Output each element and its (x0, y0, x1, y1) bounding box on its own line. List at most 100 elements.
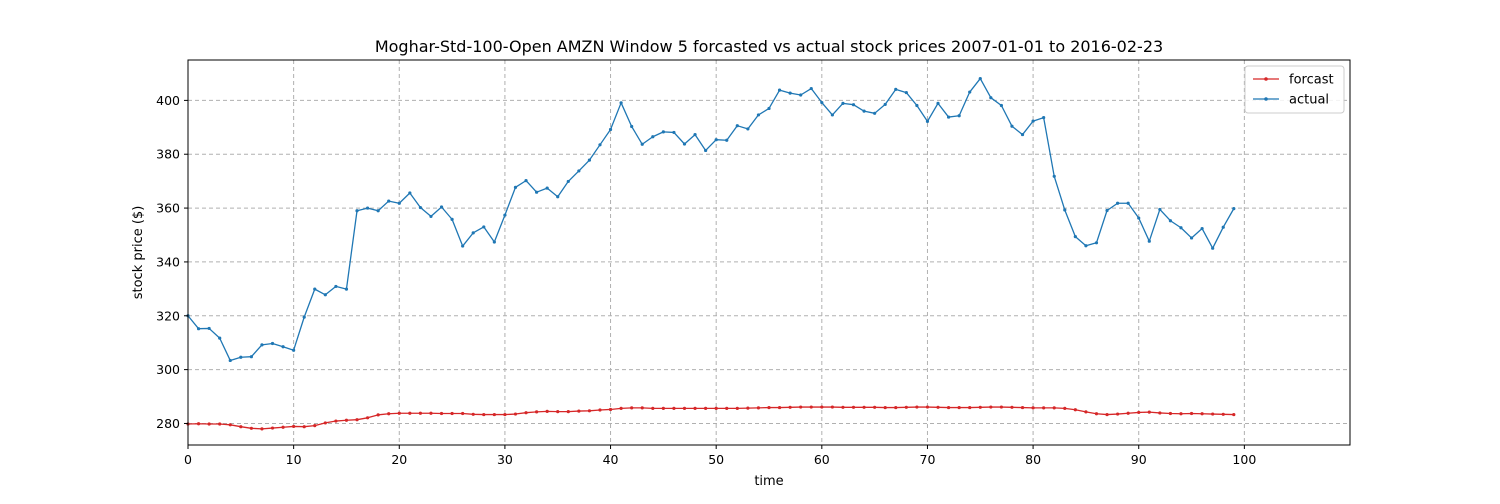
data-point-actual (1084, 244, 1088, 248)
data-point-actual (344, 287, 349, 291)
data-point-actual (936, 101, 940, 105)
data-point-forcast (1116, 412, 1120, 416)
data-point-forcast (746, 406, 750, 410)
data-point-forcast (894, 405, 898, 410)
data-point-forcast (1200, 412, 1204, 416)
data-point-forcast (376, 413, 380, 417)
data-point-forcast (397, 411, 401, 415)
data-point-actual (862, 109, 866, 113)
data-point-forcast (566, 410, 570, 414)
data-point-actual (830, 113, 834, 117)
data-point-actual (196, 327, 201, 331)
legend-box (1244, 65, 1345, 114)
data-point-actual (492, 240, 496, 244)
data-point-forcast (1221, 412, 1225, 416)
y-tick-label: 400 (156, 93, 180, 108)
data-point-actual (735, 124, 739, 128)
data-point-forcast (946, 405, 951, 410)
data-point-actual (788, 91, 792, 95)
data-point-forcast (1063, 406, 1067, 410)
data-point-forcast (756, 406, 761, 410)
data-point-actual (1211, 246, 1215, 250)
data-point-forcast (228, 423, 232, 427)
data-point-actual (1031, 119, 1035, 123)
chart-title: Moghar-Std-100-Open AMZN Window 5 forcas… (375, 37, 1163, 56)
data-point-forcast (1158, 411, 1162, 415)
data-point-actual (418, 205, 422, 210)
data-point-forcast (672, 406, 676, 410)
data-point-forcast (1126, 411, 1130, 415)
ticks: 0 10 20 30 40 50 60 70 80 90 100 280 300 320 340 360 380… (156, 93, 1256, 467)
data-point-forcast (524, 411, 528, 415)
data-point-forcast (1084, 410, 1088, 414)
data-point-actual (260, 343, 264, 347)
data-point-forcast (365, 416, 370, 420)
data-point-actual (302, 315, 306, 319)
data-point-actual (682, 142, 687, 146)
data-point-actual (672, 130, 676, 135)
data-point-forcast (619, 406, 623, 410)
x-tick-label: 60 (814, 452, 830, 467)
data-point-actual (915, 103, 919, 108)
data-point-actual (1232, 207, 1236, 211)
data-point-forcast (207, 422, 211, 426)
data-point-forcast (302, 425, 306, 429)
legend: forcast actual (1244, 65, 1345, 114)
data-point-actual (1189, 236, 1194, 240)
data-point-actual (376, 209, 380, 213)
data-point-forcast (598, 408, 602, 412)
data-point-actual (239, 355, 243, 359)
data-point-actual (693, 132, 697, 137)
data-point-actual (841, 101, 845, 105)
data-point-actual (249, 355, 253, 359)
data-point-actual (619, 101, 623, 105)
x-tick-label: 70 (920, 452, 936, 467)
x-tick-label: 100 (1232, 452, 1256, 467)
data-point-actual (946, 115, 951, 119)
series-forcast (186, 405, 1236, 431)
data-point-forcast (651, 406, 655, 410)
data-point-actual (968, 90, 972, 94)
data-point-actual (439, 205, 444, 209)
data-point-forcast (1179, 412, 1183, 416)
data-point-actual (292, 348, 296, 352)
data-point-forcast (925, 405, 930, 409)
y-tick-label: 300 (156, 362, 180, 377)
data-point-forcast (1031, 406, 1035, 410)
data-point-forcast (323, 421, 327, 425)
data-point-actual (524, 179, 528, 183)
data-point-forcast (830, 405, 834, 409)
data-point-actual (397, 201, 401, 205)
data-point-actual (999, 103, 1004, 108)
data-point-actual (978, 76, 982, 81)
data-point-forcast (1020, 405, 1025, 410)
series-line-actual (187, 77, 1235, 362)
data-point-actual (799, 93, 803, 97)
data-point-actual (218, 336, 222, 340)
data-point-forcast (281, 425, 285, 429)
data-point-actual (577, 169, 581, 173)
data-point-forcast (418, 411, 422, 415)
data-point-actual (1137, 216, 1141, 220)
data-point-forcast (1189, 411, 1194, 416)
data-point-forcast (292, 424, 296, 429)
data-point-forcast (429, 411, 433, 415)
data-point-actual (704, 148, 708, 153)
data-point-actual (1116, 201, 1120, 205)
data-point-actual (777, 88, 782, 92)
y-tick-label: 280 (156, 416, 180, 431)
data-point-forcast (196, 422, 201, 426)
data-point-actual (651, 135, 655, 139)
x-tick-label: 80 (1025, 452, 1041, 467)
data-point-actual (1042, 116, 1046, 120)
x-axis-label: time (754, 474, 783, 489)
data-point-actual (925, 119, 930, 123)
data-point-forcast (313, 424, 317, 428)
data-point-actual (313, 287, 317, 291)
data-point-actual (1094, 241, 1099, 245)
data-point-forcast (1105, 412, 1109, 417)
legend-marker-forcast (1264, 77, 1268, 81)
axes-frame (187, 59, 1351, 446)
